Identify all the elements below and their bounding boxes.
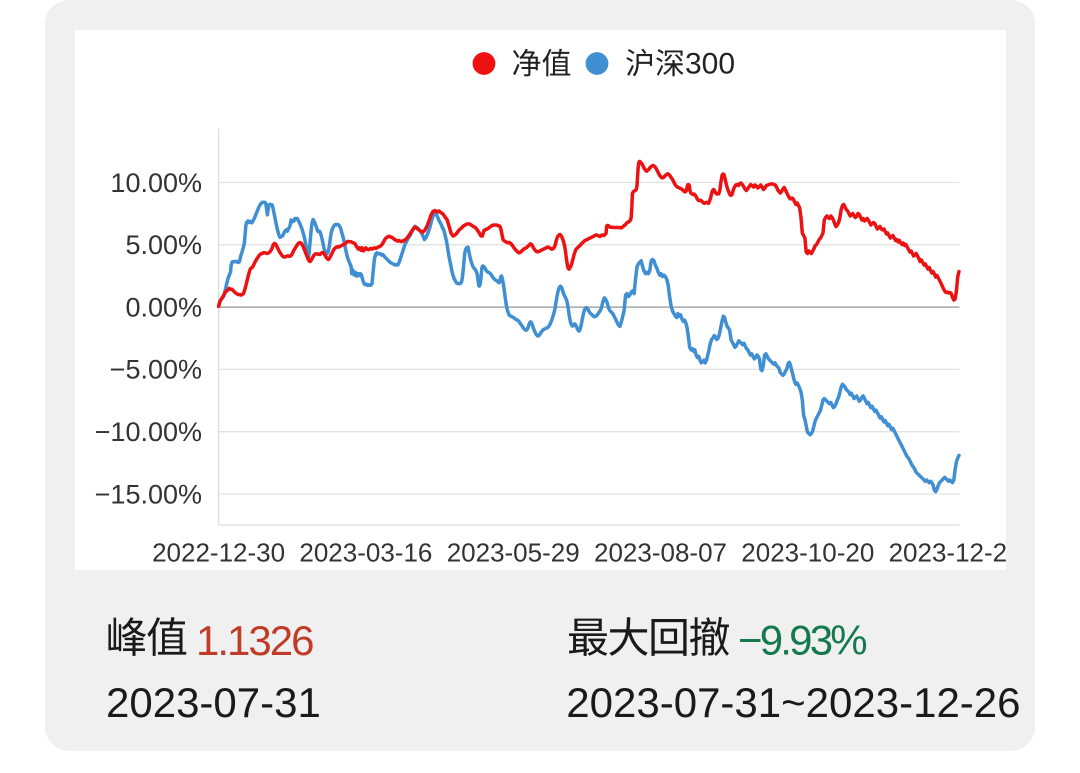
svg-text:2023-05-29: 2023-05-29: [447, 538, 580, 568]
svg-text:300: 300: [685, 48, 735, 81]
svg-text:−9.93%: −9.93%: [738, 617, 866, 664]
svg-text:10.00%: 10.00%: [110, 168, 202, 198]
svg-text:2023-10-20: 2023-10-20: [741, 538, 874, 568]
svg-text:0.00%: 0.00%: [125, 292, 202, 322]
svg-text:1.1326: 1.1326: [196, 617, 313, 664]
svg-text:2023-07-31: 2023-07-31: [106, 679, 321, 726]
svg-text:2023-12-26: 2023-12-26: [889, 538, 1022, 568]
svg-text:2023-08-07: 2023-08-07: [594, 538, 727, 568]
svg-text:−15.00%: −15.00%: [95, 479, 202, 509]
svg-text:2023-03-16: 2023-03-16: [299, 538, 432, 568]
svg-text:2022-12-30: 2022-12-30: [152, 538, 285, 568]
svg-text:5.00%: 5.00%: [125, 230, 202, 260]
svg-text:−5.00%: −5.00%: [110, 355, 202, 385]
svg-text:−10.00%: −10.00%: [95, 417, 202, 447]
svg-text:2023-07-31~2023-12-26: 2023-07-31~2023-12-26: [566, 679, 1020, 726]
